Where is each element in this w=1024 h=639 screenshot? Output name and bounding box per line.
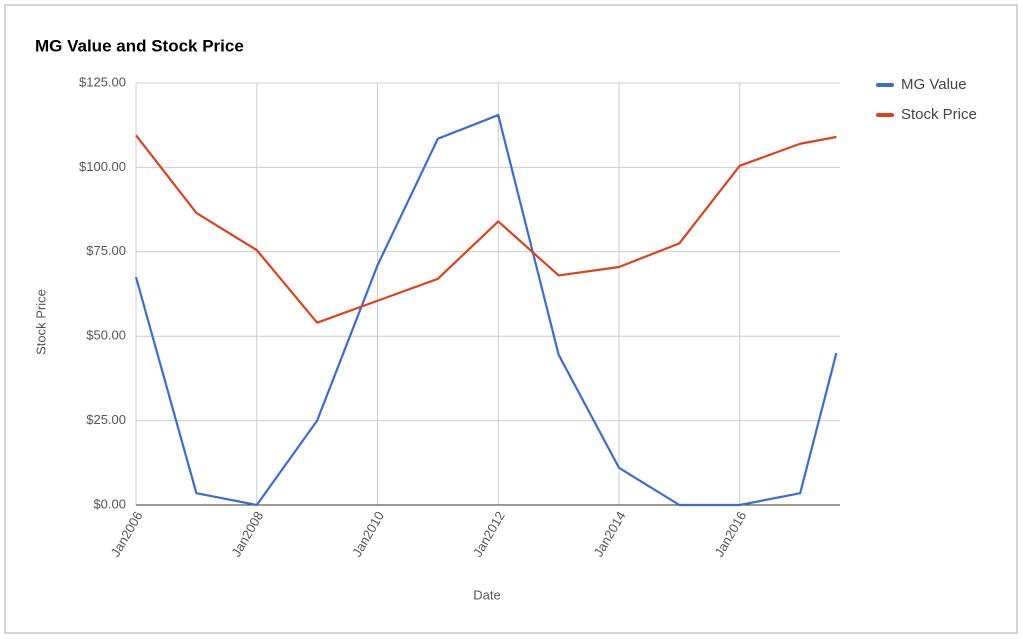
chart-frame: [4, 4, 1018, 634]
legend-label: MG Value: [901, 76, 967, 93]
y-tick-label: $50.00: [86, 328, 126, 343]
y-axis-label: Stock Price: [33, 289, 48, 355]
y-tick-label: $0.00: [93, 496, 126, 511]
y-tick-label: $125.00: [79, 74, 126, 89]
legend-label: Stock Price: [901, 106, 977, 123]
data-line: [134, 113, 838, 507]
y-tick-label: $25.00: [86, 412, 126, 427]
data-line: [135, 134, 837, 324]
x-axis-label: Date: [473, 587, 500, 602]
y-tick-label: $75.00: [86, 243, 126, 258]
chart-title: MG Value and Stock Price: [35, 36, 244, 55]
y-tick-label: $100.00: [79, 159, 126, 174]
